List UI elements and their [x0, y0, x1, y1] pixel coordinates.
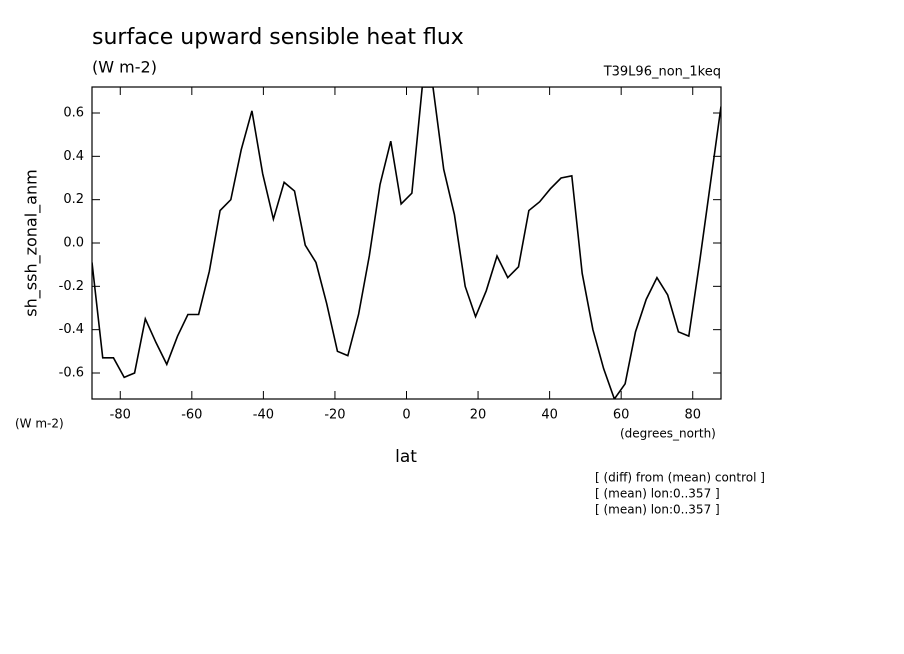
x-tick-label: -20: [324, 408, 345, 423]
x-tick-label: -80: [110, 408, 131, 423]
x-tick-label: 20: [470, 408, 487, 423]
x-axis-label: lat: [395, 447, 417, 467]
y-tick-label: 0.4: [63, 149, 84, 164]
y-tick-label: -0.2: [59, 279, 84, 294]
y-tick-label: -0.6: [59, 366, 84, 381]
y-tick-label: -0.4: [59, 322, 84, 337]
run-label: T39L96_non_1keq: [603, 65, 721, 80]
chart-title: surface upward sensible heat flux: [92, 25, 464, 50]
x-tick-label: 80: [684, 408, 701, 423]
y-tick-label: 0.6: [63, 106, 84, 121]
plot-frame: [91, 86, 722, 400]
x-tick-label: 40: [541, 408, 558, 423]
y-tick-label: 0.0: [63, 236, 84, 251]
y-units: (W m-2): [15, 417, 64, 431]
data-line: [92, 87, 721, 399]
note: [ (mean) lon:0..357 ]: [595, 487, 720, 501]
x-tick-label: -40: [253, 408, 274, 423]
y-axis-label: sh_ssh_zonal_anm: [22, 169, 42, 316]
x-units: (degrees_north): [620, 427, 716, 441]
x-tick-label: 60: [613, 408, 630, 423]
y-tick-label: 0.2: [63, 192, 84, 207]
note: [ (diff) from (mean) control ]: [595, 471, 765, 485]
x-tick-label: 0: [402, 408, 410, 423]
x-tick-label: -60: [181, 408, 202, 423]
note: [ (mean) lon:0..357 ]: [595, 503, 720, 517]
subtitle: (W m-2): [92, 58, 157, 77]
